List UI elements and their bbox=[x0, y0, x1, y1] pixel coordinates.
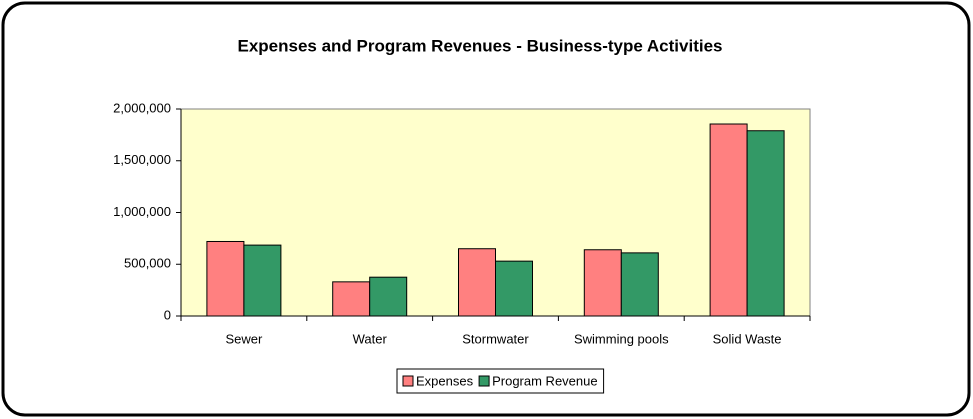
y-tick-label: 0 bbox=[164, 307, 171, 322]
bar bbox=[332, 281, 371, 317]
bar bbox=[369, 276, 408, 317]
x-tick-label: Swimming pools bbox=[574, 331, 669, 346]
legend-box bbox=[396, 368, 605, 394]
x-tick-label: Sewer bbox=[225, 331, 263, 346]
legend-label: Program Revenue bbox=[492, 373, 598, 388]
y-tick-label: 500,000 bbox=[124, 256, 171, 271]
y-tick-label: 2,000,000 bbox=[113, 100, 171, 115]
x-tick-label: Solid Waste bbox=[713, 331, 782, 346]
bar bbox=[709, 123, 748, 317]
legend-swatch bbox=[478, 375, 490, 387]
bar bbox=[495, 260, 533, 317]
x-tick-label: Water bbox=[353, 331, 388, 346]
bar bbox=[243, 244, 282, 317]
y-tick-label: 1,500,000 bbox=[113, 152, 171, 167]
bar bbox=[206, 240, 245, 317]
x-tick-label: Stormwater bbox=[462, 331, 529, 346]
bar bbox=[458, 248, 496, 317]
bar bbox=[583, 249, 622, 317]
chart-title: Expenses and Program Revenues - Business… bbox=[238, 36, 723, 55]
legend-label: Expenses bbox=[416, 373, 474, 388]
bar bbox=[746, 130, 785, 317]
y-tick-label: 1,000,000 bbox=[113, 204, 171, 219]
bar bbox=[620, 252, 659, 317]
legend-swatch bbox=[402, 375, 414, 387]
